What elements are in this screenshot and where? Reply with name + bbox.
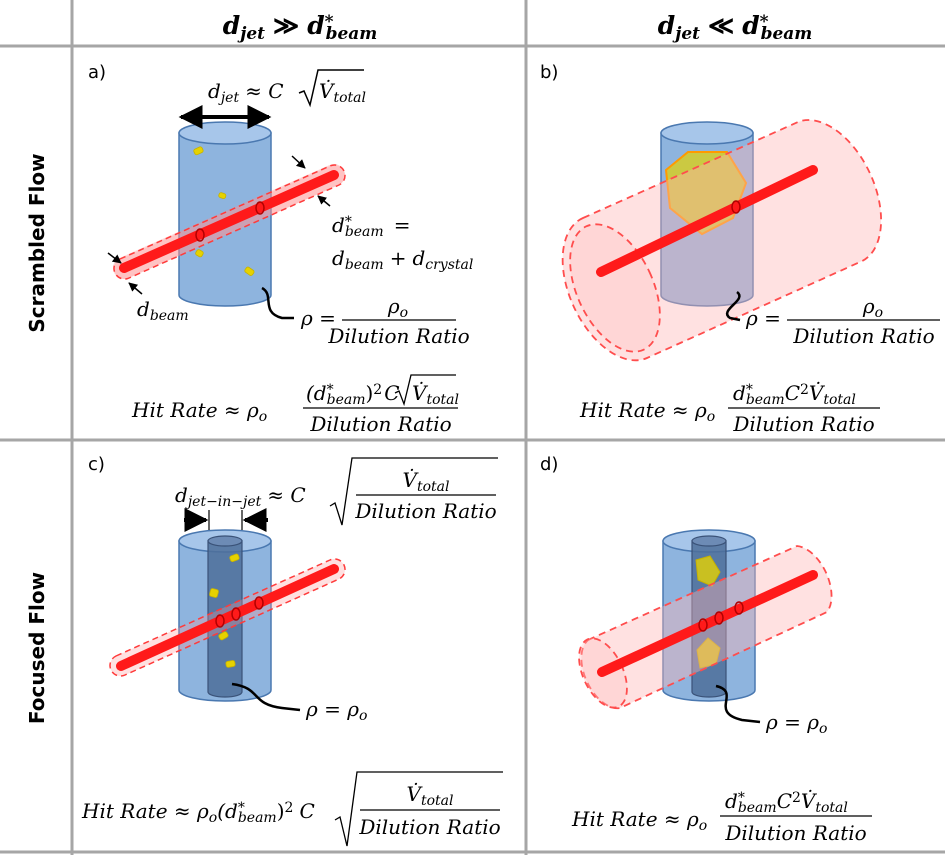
panel-a-rho-den: Dilution Ratio: [327, 324, 469, 348]
panel-c-hit-den: Dilution Ratio: [358, 815, 500, 839]
panel-c-rho-pointer: [231, 682, 301, 712]
panel-d-rho-pointer: [715, 684, 761, 724]
row-label-scrambled: Scrambled Flow: [25, 153, 49, 332]
column-header-right: djet ≪ d* beam: [658, 11, 813, 44]
panel-c-djet-sqrt: [329, 457, 498, 526]
panel-b-letter: b): [540, 62, 558, 83]
panel-c-hit-sqrt: [334, 771, 503, 847]
panel-b-hit-lhs: Hit Rate ≈ ρo: [579, 398, 715, 425]
row-label-focused: Focused Flow: [25, 572, 49, 724]
panel-b-hit-num: d* beamC2V̇total: [733, 381, 856, 408]
panel-b-rho-den: Dilution Ratio: [792, 324, 934, 348]
panel-c-djet-num: V̇total: [403, 468, 450, 495]
panel-a-envelope-arrow-bot2: [128, 282, 143, 295]
panel-c-letter: c): [88, 454, 105, 475]
panel-d-hit-lhs: Hit Rate ≈ ρo: [571, 807, 707, 834]
panel-a: a) djet ≈ C V̇total: [88, 62, 473, 436]
panel-c-djet-label: djet−in−jet ≈ C: [175, 483, 306, 510]
panel-a-djet-equation: djet ≈ C: [208, 79, 284, 106]
panel-a-sqrt-sign: [298, 69, 364, 108]
panel-a-beam: [113, 164, 346, 280]
panel-a-envelope-arrow-top2: [317, 195, 331, 207]
panel-d-hit-den: Dilution Ratio: [724, 821, 866, 845]
panel-d-rho: ρ = ρo: [765, 710, 827, 737]
panel-c-beam: [109, 558, 346, 677]
panel-b: b) ρ = ρo Dilution Ratio Hit Rate ≈ ρo d…: [540, 62, 940, 436]
panel-a-envelope-arrow-bot: [107, 252, 122, 264]
panel-c-djet-den: Dilution Ratio: [354, 499, 496, 523]
panel-a-dbeamstar-label: d* beam =: [332, 213, 410, 240]
panel-a-hit-den: Dilution Ratio: [309, 412, 451, 436]
panel-a-hit-volume: V̇total: [412, 381, 459, 408]
panel-a-envelope-arrow-top: [291, 155, 306, 169]
panel-b-beam: [561, 119, 882, 362]
panel-a-dbeam-sum: dbeam + dcrystal: [332, 246, 473, 273]
panel-c: c) djet−in−jet ≈ C: [81, 454, 503, 847]
panel-b-hit-den: Dilution Ratio: [732, 412, 874, 436]
panel-d-crystals: [695, 555, 721, 669]
panel-c-rho: ρ = ρo: [305, 697, 367, 724]
panel-b-rho-lhs: ρ =: [745, 306, 781, 330]
panel-a-hit-num: (d* beam)2 C: [306, 381, 400, 408]
panel-d-letter: d): [540, 454, 558, 475]
panel-a-letter: a): [88, 62, 106, 83]
panel-a-dbeam-label: dbeam: [137, 297, 189, 324]
panel-d-hit-num: d* beamC2V̇total: [725, 789, 848, 816]
column-header-left: djet ≫ d* beam: [223, 11, 378, 44]
panel-a-rho-lhs: ρ =: [300, 306, 336, 330]
panel-b-rho-num: ρo: [862, 294, 883, 321]
panel-a-rho-pointer: [261, 286, 294, 320]
panel-a-rho-num: ρo: [387, 294, 408, 321]
panel-d-beam: [578, 545, 833, 710]
panel-c-crystals: [209, 553, 240, 668]
panel-c-hit-num: V̇total: [407, 782, 454, 809]
panel-a-hit-lhs: Hit Rate ≈ ρo: [131, 398, 267, 425]
panel-b-rho-pointer: [726, 290, 741, 322]
panel-a-djet-volume: V̇total: [319, 79, 366, 106]
panel-c-hit-lhs: Hit Rate ≈ ρo(d* beam)2 C: [81, 799, 315, 826]
panel-a-crystals: [193, 146, 255, 276]
panel-d: d) ρ = ρo Hit Rate ≈ ρo d* b: [540, 454, 872, 845]
panel-a-hit-sqrt: [394, 374, 456, 407]
